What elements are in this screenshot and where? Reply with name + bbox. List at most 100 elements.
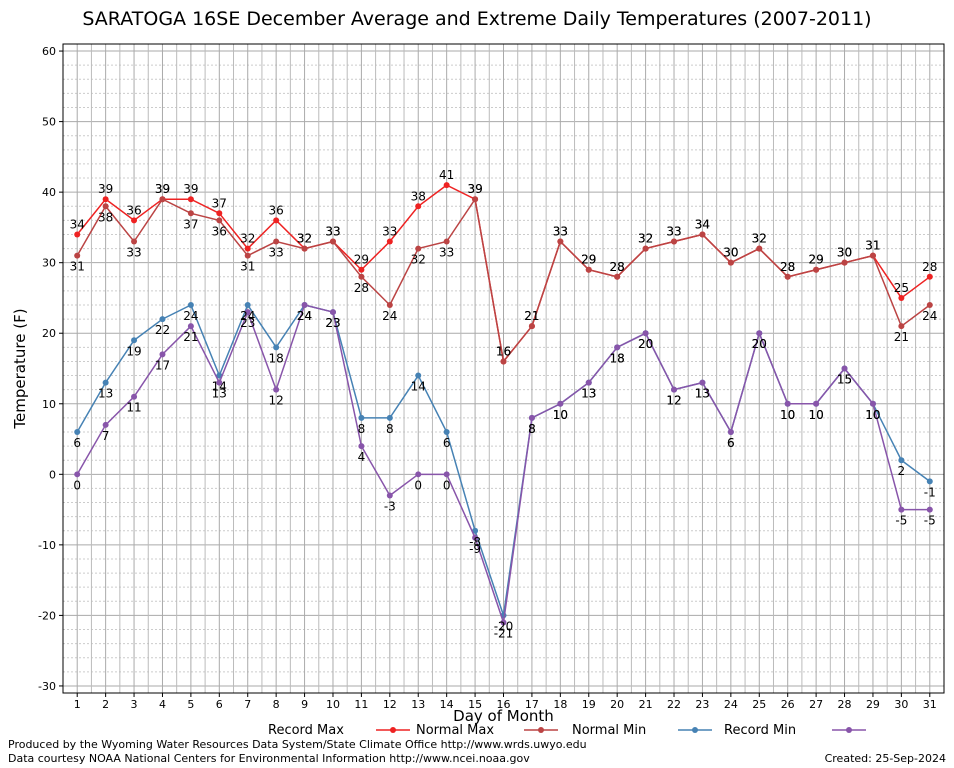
data-label: 18 [269,351,284,365]
data-label: 20 [638,337,653,351]
data-label: 18 [610,351,625,365]
data-point [131,217,138,224]
data-point [244,302,251,309]
x-tick-label: 15 [468,698,482,711]
data-label: 13 [581,387,596,401]
data-label: 32 [752,232,767,246]
data-label: 37 [183,217,198,231]
data-point [131,337,138,344]
x-tick-label: 16 [497,698,511,711]
legend-label: Normal Max [416,723,494,738]
data-label: 18 [610,351,625,365]
data-label: 31 [70,260,85,274]
data-point [329,309,336,316]
data-label: 32 [297,232,312,246]
data-label: 36 [269,203,284,217]
data-label: 41 [439,168,454,182]
data-label: 23 [325,316,340,330]
data-label: 10 [780,408,795,422]
data-label: 10 [865,408,880,422]
data-point [102,203,109,210]
x-axis-label: Day of Month [453,707,554,725]
data-point [159,351,166,358]
data-label: 34 [70,217,85,231]
x-tick-label: 26 [781,698,795,711]
data-point [74,252,81,259]
data-label: 38 [411,189,426,203]
data-label: 39 [467,182,482,196]
legend-label: Record Max [268,723,344,738]
data-label: 0 [443,478,451,492]
data-point [216,210,223,217]
x-tick-label: 3 [131,698,138,711]
data-point [74,231,81,238]
data-point [926,273,933,280]
data-point [102,421,109,428]
data-label: -5 [924,514,936,528]
data-label: 33 [666,225,681,239]
data-label: 16 [496,344,511,358]
data-label: 24 [183,309,198,323]
y-tick-label: 60 [42,45,56,58]
x-tick-label: 2 [102,698,109,711]
legend-marker [692,727,698,733]
data-point [898,294,905,301]
x-tick-label: 18 [553,698,567,711]
grid [63,44,944,693]
data-label: 29 [354,253,369,267]
data-label: 33 [325,225,340,239]
data-point [841,259,848,266]
data-point [443,471,450,478]
chart-title: SARATOGA 16SE December Average and Extre… [82,8,872,30]
data-label: 11 [126,401,141,415]
data-label: 21 [524,309,539,323]
x-tick-label: 7 [244,698,251,711]
data-point [273,217,280,224]
data-point [244,252,251,259]
data-point [614,344,621,351]
data-point [898,457,905,464]
data-point [131,238,138,245]
data-point [926,302,933,309]
data-point [187,210,194,217]
data-label: 13 [212,387,227,401]
data-point [358,266,365,273]
x-tick-label: 24 [724,698,738,711]
data-label: 32 [638,232,653,246]
data-label: 24 [382,309,397,323]
data-label: 34 [695,217,710,231]
data-point [443,428,450,435]
data-label: 2 [898,464,906,478]
data-point [784,273,791,280]
data-point [102,196,109,203]
data-label: 10 [808,408,823,422]
data-label: 33 [439,246,454,260]
data-label: 33 [325,225,340,239]
data-point [415,245,422,252]
data-label: 28 [780,260,795,274]
x-tick-label: 25 [752,698,766,711]
data-label: 29 [808,253,823,267]
legend-marker [846,727,852,733]
data-point [273,386,280,393]
x-tick-label: 8 [273,698,280,711]
data-label: 31 [865,239,880,253]
data-label: 20 [752,337,767,351]
data-point [642,245,649,252]
data-label: 28 [610,260,625,274]
data-label: 33 [382,225,397,239]
data-label: 10 [865,408,880,422]
data-label: 39 [155,182,170,196]
data-label: 39 [467,182,482,196]
x-tick-label: 12 [383,698,397,711]
data-point [699,379,706,386]
data-label: 6 [73,436,81,450]
data-point [500,358,507,365]
data-label: 13 [581,387,596,401]
data-point [273,344,280,351]
data-label: 38 [98,210,113,224]
data-point [528,414,535,421]
y-tick-label: 50 [42,116,56,129]
y-tick-label: -20 [38,609,56,622]
